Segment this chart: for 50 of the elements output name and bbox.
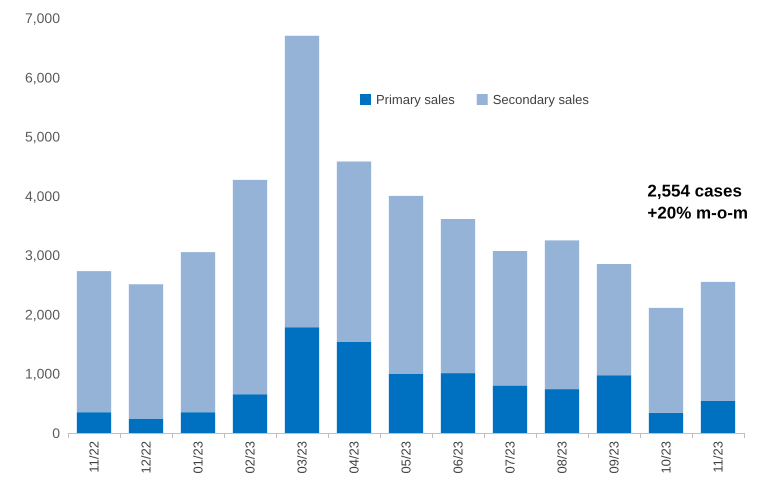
bar (388, 374, 424, 433)
x-tick-label: 09/23 (606, 441, 622, 474)
x-tick-label: 02/23 (242, 441, 258, 474)
x-tick-label: 01/23 (190, 441, 206, 474)
bar (388, 196, 424, 374)
legend-label: Primary sales (376, 92, 456, 107)
annotation: 2,554 cases +20% m-o-m (647, 182, 748, 222)
x-tick-label: 04/23 (346, 441, 362, 474)
bar (492, 386, 528, 433)
legend-label: Secondary sales (492, 92, 590, 107)
bar (492, 250, 528, 386)
y-tick-label: 2,000 (24, 306, 60, 322)
bar (700, 282, 736, 401)
bar (440, 218, 476, 374)
bar (440, 373, 476, 433)
bar (648, 412, 684, 433)
bar (232, 394, 268, 433)
bar (180, 412, 216, 433)
x-tick-label: 11/23 (710, 441, 726, 473)
bar (76, 412, 112, 433)
bar (544, 240, 580, 390)
x-tick-label: 08/23 (554, 441, 570, 474)
x-tick-label: 06/23 (450, 441, 466, 474)
bar (232, 180, 268, 394)
bar (596, 264, 632, 376)
bar (336, 161, 372, 342)
bar (648, 308, 684, 413)
bar (596, 375, 632, 433)
x-tick-label: 05/23 (398, 441, 414, 474)
y-tick-label: 7,000 (24, 10, 60, 26)
x-tick-label: 03/23 (294, 441, 310, 474)
x-tick-label: 12/22 (138, 441, 154, 474)
bar (336, 342, 372, 433)
bar (284, 327, 320, 433)
bar (76, 271, 112, 412)
y-tick-label: 1,000 (24, 366, 60, 382)
y-tick-label: 3,000 (24, 247, 60, 264)
bar (128, 418, 164, 433)
bar (700, 400, 736, 433)
y-tick-label: 6,000 (24, 69, 60, 86)
y-tick-label: 5,000 (24, 128, 60, 145)
x-tick-label: 11/22 (86, 441, 102, 473)
bar (128, 284, 164, 419)
bar (180, 252, 216, 412)
bar (544, 389, 580, 433)
x-tick-label: 10/23 (658, 441, 674, 474)
y-tick-label: 0 (52, 425, 60, 441)
y-tick-label: 4,000 (24, 188, 60, 204)
x-tick-label: 07/23 (502, 441, 518, 474)
bar (284, 36, 320, 328)
